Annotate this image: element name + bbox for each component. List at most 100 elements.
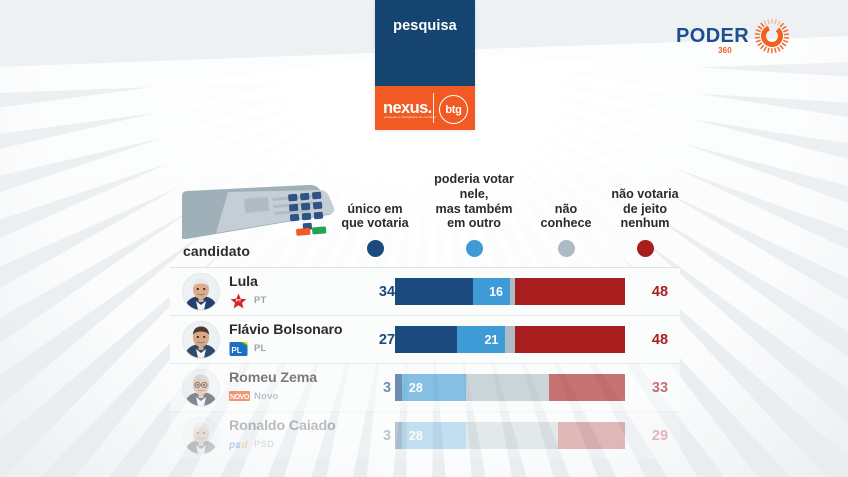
bar-segment-poderia: 28 [401, 422, 467, 449]
bar-segment-nao_conhece [505, 326, 515, 353]
avatar [182, 320, 220, 359]
column-header-line: não votaria [611, 186, 679, 201]
candidate-cell: Flávio Bolsonaro PL PL [182, 316, 357, 363]
bar-segment-unico [395, 422, 402, 449]
value-nao-votaria: 48 [651, 331, 669, 348]
legend-dot-poderia [465, 240, 483, 257]
party-row: ps d PSD [228, 437, 336, 452]
value-unico: 3 [382, 379, 392, 396]
nexus-tagline: pesquisa e inteligência de mercado [384, 115, 437, 119]
bar-value-poderia: 16 [489, 284, 503, 299]
table-row[interactable]: Ronaldo Caiado ps d PSD 3 28 29 [170, 411, 680, 459]
bar-segment-nao_conhece [466, 374, 550, 401]
svg-text:NOVO: NOVO [230, 394, 250, 401]
avatar [182, 416, 220, 455]
poder-sunburst-icon [754, 18, 790, 54]
party-name: PT [254, 294, 267, 306]
column-header-row: único em que votaria poderia votar nele, mas… [170, 172, 680, 261]
party-name: PL [254, 342, 267, 354]
bar-segment-nao_conhece [509, 278, 515, 305]
poder-wordmark: PODER [676, 25, 750, 47]
legend-dot-unico [366, 240, 384, 257]
urna-eletronica-icon [176, 180, 336, 244]
value-unico: 3 [382, 427, 392, 444]
column-header-line: nenhum [620, 216, 670, 231]
stacked-bar: 21 [395, 326, 625, 353]
value-nao-votaria: 48 [651, 283, 669, 300]
bar-segment-nao_votaria [514, 326, 625, 353]
column-header-line: único em [347, 201, 403, 216]
candidate-name: Romeu Zema [229, 370, 318, 387]
poll-table: único em que votaria poderia votar nele, mas… [170, 172, 680, 459]
logo-divider [433, 93, 434, 123]
legend-dot-nao_votaria [636, 240, 654, 257]
table-row[interactable]: Romeu Zema NOVO Novo 3 28 33 [170, 363, 680, 411]
value-unico: 27 [378, 331, 396, 348]
pesquisa-banner: pesquisa [375, 0, 475, 86]
avatar [182, 368, 220, 407]
pt-star-logo: PT [229, 293, 248, 309]
column-header-line: conhece [540, 216, 592, 231]
bar-value-poderia: 28 [408, 380, 423, 395]
bar-segment-poderia: 28 [401, 374, 467, 401]
pl-logo: PL [229, 341, 248, 356]
value-unico: 34 [378, 283, 396, 300]
nexus-btg-logo: pesquisa nexus. pesquisa e inteligência … [375, 0, 475, 130]
psd-logo: ps d [228, 437, 249, 452]
column-header-unico: único em que votaria [327, 202, 423, 231]
table-row[interactable]: Flávio Bolsonaro PL PL 27 21 48 [170, 315, 680, 363]
party-name: PSD [254, 438, 275, 450]
value-nao-votaria: 29 [651, 427, 669, 444]
column-header-line: poderia votar [434, 172, 514, 187]
column-header-line: de jeito [622, 201, 668, 216]
bar-segment-unico [395, 278, 474, 305]
bar-segment-poderia: 21 [457, 326, 506, 353]
column-header-line: que votaria [341, 216, 409, 231]
candidate-name: Flávio Bolsonaro [229, 322, 343, 339]
avatar [182, 272, 220, 311]
column-header-nao_votaria: não votaria de jeito nenhum [597, 187, 693, 231]
candidate-meta: Ronaldo Caiado ps d PSD [228, 418, 336, 452]
novo-logo: NOVO [229, 389, 250, 404]
stacked-bar: 28 [395, 422, 625, 449]
candidate-cell: Ronaldo Caiado ps d PSD [182, 412, 357, 459]
poder360-logo: PODER 360 [676, 18, 790, 55]
poder-360-label: 360 [718, 46, 732, 55]
candidate-rows: Lula PT PT 34 16 48 Flávio Bolsonaro PL PL 27 21 48… [170, 267, 680, 459]
candidate-cell: Romeu Zema NOVO Novo [182, 364, 357, 411]
column-header-poderia: poderia votar nele, mas também em outro [420, 172, 528, 231]
bar-segment-poderia: 16 [473, 278, 510, 305]
stacked-bar: 28 [395, 374, 625, 401]
candidate-name: Ronaldo Caiado [229, 418, 336, 435]
nexus-wordmark: nexus. [383, 98, 432, 117]
svg-text:PL: PL [231, 346, 241, 355]
candidate-cell: Lula PT PT [182, 268, 357, 315]
party-row: PT PT [229, 293, 267, 309]
bar-value-poderia: 21 [484, 332, 499, 347]
column-header-line: nele, [459, 186, 489, 201]
column-header-nao_conhece: não conhece [531, 202, 601, 231]
value-nao-votaria: 33 [651, 379, 669, 396]
party-name: Novo [254, 390, 279, 402]
candidato-header-label: candidato [183, 243, 251, 259]
bar-segment-nao_conhece [466, 422, 559, 449]
party-row: NOVO Novo [229, 389, 317, 404]
column-header-line: mas também [435, 201, 513, 216]
svg-text:ps: ps [229, 440, 241, 451]
svg-text:PT: PT [236, 298, 242, 303]
nexus-logo-bar: nexus. pesquisa e inteligência de mercad… [375, 86, 475, 130]
candidate-meta: Lula PT PT [229, 274, 267, 309]
column-header-line: em outro [447, 216, 501, 231]
svg-text:d: d [242, 440, 249, 451]
table-row[interactable]: Lula PT PT 34 16 48 [170, 267, 680, 315]
candidate-name: Lula [229, 274, 258, 291]
btg-mark: btg [439, 95, 468, 124]
bar-value-poderia: 28 [408, 428, 423, 443]
bar-segment-nao_votaria [558, 422, 625, 449]
bar-segment-unico [395, 374, 402, 401]
candidate-meta: Flávio Bolsonaro PL PL [229, 323, 343, 356]
stacked-bar: 16 [395, 278, 625, 305]
legend-dot-nao_conhece [557, 240, 575, 257]
pesquisa-label: pesquisa [393, 18, 457, 34]
